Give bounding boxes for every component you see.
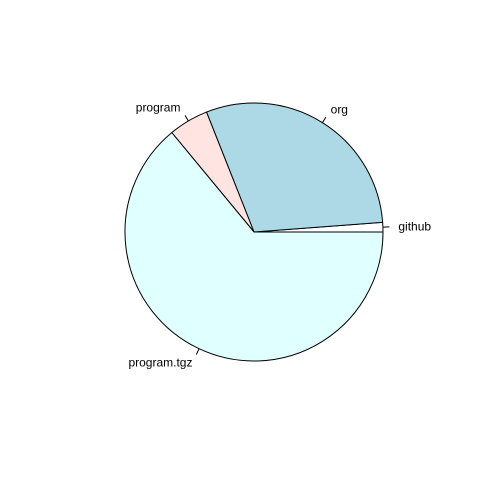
pie-label-program: program <box>136 101 181 115</box>
pie-tick-org <box>322 116 327 123</box>
pie-slice-org <box>205 102 384 233</box>
pie-label-org: org <box>331 103 348 117</box>
pie-label-github: github <box>398 220 431 234</box>
pie-tick-program-tgz <box>195 348 200 355</box>
pie-tick-program <box>184 115 189 122</box>
pie-label-program-tgz: program.tgz <box>128 356 192 370</box>
pie-slice-program-tgz <box>124 131 384 362</box>
